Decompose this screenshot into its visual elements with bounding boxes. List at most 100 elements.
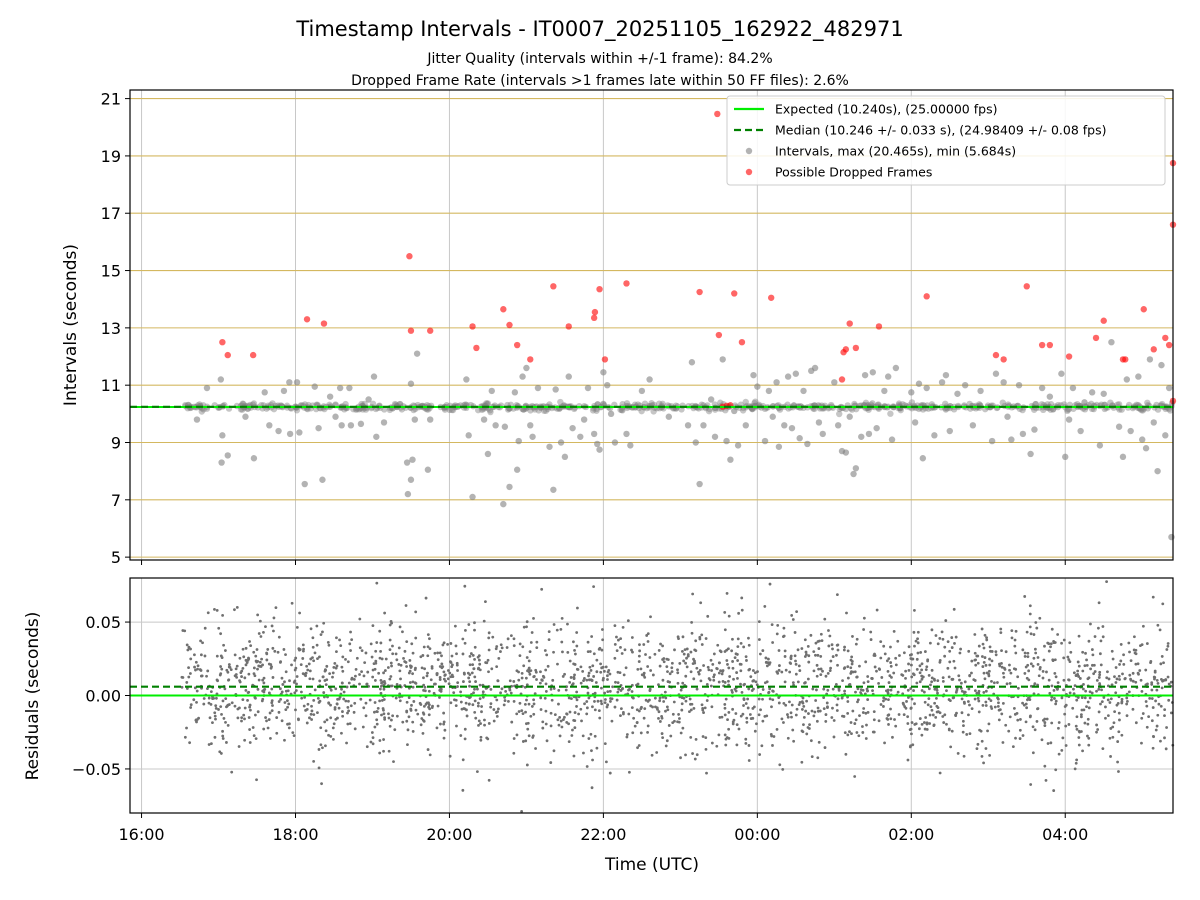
residual-point: [846, 676, 850, 680]
interval-point: [511, 389, 519, 396]
legend-intervals-swatch: [745, 147, 753, 155]
residual-point: [1008, 682, 1012, 685]
residual-point: [565, 720, 569, 724]
residual-point: [1144, 668, 1148, 672]
residual-point: [544, 709, 548, 713]
residual-point: [924, 668, 928, 672]
residual-point: [853, 722, 857, 725]
residual-point: [822, 687, 826, 691]
residual-point: [428, 647, 432, 651]
residual-point: [477, 658, 481, 662]
residual-point: [471, 653, 475, 657]
residual-point: [871, 730, 875, 734]
residual-point: [373, 679, 377, 682]
residual-point: [187, 666, 190, 670]
residual-point: [195, 689, 199, 693]
dropped-frame-points: [219, 110, 1177, 410]
residual-point: [907, 696, 910, 699]
chart-title: Timestamp Intervals - IT0007_20251105_16…: [295, 17, 903, 42]
residual-point: [197, 716, 201, 720]
residual-point: [306, 702, 310, 706]
residual-point: [1050, 721, 1054, 725]
residual-point: [206, 669, 210, 673]
residual-point: [918, 671, 922, 675]
residual-point: [338, 638, 341, 642]
residual-point: [613, 642, 617, 646]
residual-point: [589, 678, 593, 682]
residual-point: [336, 697, 339, 701]
residual-point: [649, 704, 653, 708]
residual-point: [522, 625, 526, 629]
residual-point: [1072, 671, 1076, 675]
residual-point: [226, 703, 230, 707]
residual-point: [913, 702, 916, 706]
residual-point: [373, 710, 376, 714]
residual-point: [342, 697, 346, 701]
residual-point: [938, 660, 942, 664]
residual-point: [438, 651, 442, 655]
residual-point: [646, 699, 650, 703]
residual-point: [910, 732, 913, 736]
interval-point: [888, 436, 896, 443]
residual-point: [530, 631, 534, 634]
residual-point: [772, 735, 776, 738]
residual-point: [1029, 632, 1033, 636]
interval-point: [842, 449, 850, 456]
residual-point: [689, 736, 693, 739]
residual-point: [253, 674, 257, 678]
residual-point: [193, 665, 196, 669]
residual-point: [828, 669, 832, 673]
residual-point: [825, 701, 829, 705]
residual-point: [1035, 626, 1039, 630]
residual-point: [705, 771, 708, 775]
residual-point: [600, 702, 604, 706]
residual-point: [534, 747, 537, 750]
residual-point: [205, 674, 208, 678]
residual-point: [1086, 722, 1090, 726]
residual-point: [189, 706, 193, 709]
residual-point: [405, 719, 409, 723]
residual-point: [358, 646, 362, 650]
legend-expected-label: Expected (10.240s), (25.00000 fps): [775, 102, 997, 117]
residual-point: [835, 709, 839, 712]
residual-point: [955, 711, 958, 715]
interval-point: [1162, 432, 1169, 439]
residual-point: [861, 711, 865, 714]
residual-point: [667, 724, 671, 727]
residual-point: [982, 761, 985, 765]
residual-point: [745, 716, 749, 720]
residual-point: [215, 696, 218, 700]
residual-point: [1008, 715, 1012, 719]
dropped-frame-point: [406, 253, 413, 260]
residual-point: [411, 685, 415, 689]
residual-point: [657, 649, 661, 652]
residual-point: [290, 601, 294, 605]
residual-point: [723, 610, 727, 614]
residual-point: [1113, 710, 1117, 714]
residual-point: [446, 642, 449, 646]
residual-point: [622, 673, 626, 677]
residual-point: [973, 689, 977, 693]
residual-point: [1082, 708, 1086, 712]
residual-point: [862, 628, 866, 631]
residual-point: [1041, 669, 1045, 673]
residual-point: [986, 729, 989, 733]
residual-point: [544, 682, 548, 686]
residual-point: [872, 718, 876, 722]
residual-point: [422, 676, 425, 680]
residual-point: [346, 711, 349, 715]
residual-point: [449, 701, 453, 705]
residual-point: [354, 674, 357, 678]
residual-point: [1033, 682, 1037, 686]
residual-point: [699, 679, 703, 683]
residual-point: [389, 684, 393, 688]
residual-point: [661, 658, 665, 661]
residual-point: [319, 726, 323, 730]
interval-band-point: [742, 398, 749, 406]
interval-band-point: [648, 400, 655, 407]
residual-point: [914, 639, 918, 643]
residual-point: [451, 663, 454, 667]
residual-point: [243, 717, 246, 721]
residual-point: [573, 673, 576, 677]
residual-point: [658, 664, 662, 668]
